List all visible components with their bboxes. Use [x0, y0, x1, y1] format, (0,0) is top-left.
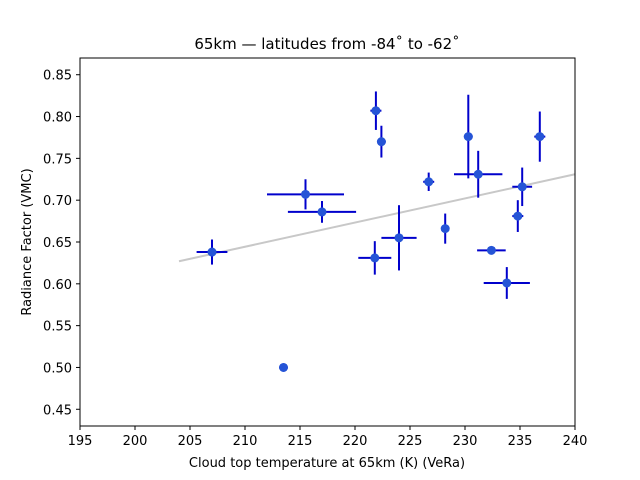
data-point-7 [394, 233, 404, 243]
chart-title: 65km — latitudes from -84˚ to -62˚ [194, 35, 459, 53]
data-point-3 [317, 207, 327, 217]
data-point-14 [513, 211, 523, 221]
data-point-10 [463, 132, 473, 142]
data-point-15 [517, 182, 527, 192]
y-tick-label-8: 0.85 [43, 69, 72, 84]
x-tick-label-9: 240 [563, 434, 588, 449]
y-axis-label: Radiance Factor (VMC) [20, 168, 35, 315]
plot-area-frame [79, 57, 576, 427]
x-tick-label-4: 215 [288, 434, 313, 449]
data-point-13 [502, 278, 512, 288]
data-point-6 [376, 137, 386, 147]
x-tick-label-1: 200 [123, 434, 148, 449]
data-point-2 [301, 189, 310, 199]
y-tick-label-3: 0.60 [43, 278, 72, 293]
data-point-9 [440, 224, 450, 234]
x-tick-label-0: 195 [68, 434, 93, 449]
x-tick-label-6: 225 [398, 434, 423, 449]
x-tick-label-7: 230 [453, 434, 478, 449]
x-tick-label-3: 210 [233, 434, 258, 449]
y-tick-label-7: 0.80 [43, 111, 72, 126]
x-tick-label-2: 205 [178, 434, 203, 449]
data-point-0 [207, 247, 217, 257]
data-point-5 [371, 106, 381, 116]
data-point-12 [486, 245, 496, 255]
y-tick-label-1: 0.50 [43, 361, 72, 376]
y-tick-label-5: 0.70 [43, 194, 72, 209]
x-axis-label: Cloud top temperature at 65km (K) (VeRa) [189, 456, 465, 471]
data-point-4 [370, 253, 380, 263]
x-tick-label-5: 220 [343, 434, 368, 449]
data-point-8 [424, 177, 434, 187]
y-tick-label-4: 0.65 [43, 236, 72, 251]
data-point-1 [279, 362, 288, 372]
data-point-11 [473, 169, 483, 179]
y-tick-label-6: 0.75 [43, 152, 72, 167]
y-tick-label-0: 0.45 [43, 403, 72, 418]
fit-line [178, 173, 576, 263]
data-point-16 [535, 132, 545, 142]
x-tick-label-8: 235 [508, 434, 533, 449]
y-tick-label-2: 0.55 [43, 320, 72, 335]
